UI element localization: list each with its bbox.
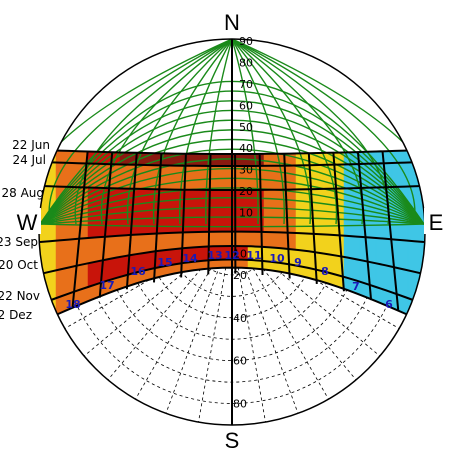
hour-line <box>207 153 212 275</box>
band-cell <box>39 297 57 323</box>
date-label: 22 Nov <box>0 289 40 303</box>
hour-label: 9 <box>294 256 302 269</box>
band-cell <box>71 237 89 268</box>
band-cell <box>375 237 393 268</box>
hour-label: 6 <box>385 298 393 311</box>
band-cell <box>215 153 233 167</box>
hour-line <box>283 153 291 279</box>
hour-label: 10 <box>269 252 285 265</box>
date-label: 24 Jul <box>12 153 46 167</box>
band-cell <box>151 232 169 253</box>
plot-area <box>39 39 425 425</box>
green-meridian <box>100 39 233 225</box>
hour-line <box>71 151 89 308</box>
band-cell <box>135 164 153 190</box>
date-label: 22 Jun <box>12 138 50 152</box>
lower-ring <box>60 231 404 404</box>
band-cell <box>263 231 281 249</box>
band-cell <box>71 150 89 164</box>
altitude-label: 60 <box>233 355 247 368</box>
hour-line <box>152 153 163 283</box>
band-cell <box>295 232 313 253</box>
hour-label: 13 <box>207 249 222 262</box>
west-bg <box>14 208 41 234</box>
band-cell <box>55 239 73 271</box>
green-meridian <box>231 39 425 225</box>
band-cell <box>183 165 201 191</box>
date-label: 22 Dez <box>0 308 32 322</box>
east-bg <box>424 208 448 234</box>
hour-label: 7 <box>352 280 360 293</box>
green-meridian <box>39 39 233 225</box>
altitude-label: 20 <box>233 269 247 282</box>
green-meridian <box>231 39 312 225</box>
altitude-label: 90 <box>239 35 253 48</box>
hour-line <box>98 152 114 298</box>
compass-south: S <box>225 428 240 453</box>
hour-label: 14 <box>182 252 198 265</box>
altitude-label: 80 <box>233 398 247 411</box>
date-label: 23 Sep <box>0 235 38 249</box>
hour-line <box>307 153 318 285</box>
altitude-label: 40 <box>233 312 247 325</box>
hour-label: 18 <box>65 298 80 311</box>
green-meridian <box>48 39 233 225</box>
altitude-label: 10 <box>239 207 253 220</box>
hour-label: 16 <box>130 265 146 278</box>
altitude-label: 70 <box>239 78 253 91</box>
band-cell <box>87 236 105 264</box>
band-cell <box>183 231 201 249</box>
band-cell <box>215 189 233 232</box>
hour-label: 15 <box>157 256 172 269</box>
band-cell <box>407 297 425 323</box>
lower-ring <box>102 231 362 361</box>
hour-label: 11 <box>246 249 261 262</box>
hour-line <box>381 151 400 310</box>
altitude-label: 50 <box>239 121 253 134</box>
band-cell <box>199 189 217 233</box>
green-meridian <box>231 39 416 225</box>
altitude-label: 80 <box>239 56 253 69</box>
green-meridian <box>179 39 233 225</box>
compass-east: E <box>429 210 444 235</box>
altitude-label: 10 <box>233 247 247 260</box>
band-cell <box>263 165 281 191</box>
altitude-label: 40 <box>239 142 253 155</box>
hour-line <box>180 153 187 278</box>
band-cell <box>215 231 233 247</box>
green-meridian <box>231 39 338 225</box>
green-meridian <box>231 39 259 225</box>
altitude-label: 30 <box>239 164 253 177</box>
hour-line <box>332 152 345 292</box>
green-meridian <box>231 39 285 225</box>
altitude-label: 20 <box>239 185 253 198</box>
hour-line <box>125 152 138 290</box>
green-meridian <box>205 39 233 225</box>
hour-label: 12 <box>224 249 239 262</box>
compass-north: N <box>224 10 240 35</box>
hour-line <box>356 151 373 301</box>
hour-label: 8 <box>321 265 329 278</box>
date-label: 20 Oct <box>0 258 38 272</box>
altitude-labels: 90 80 70 60 50 40 30 20 10 10 20 40 60 80 <box>233 35 253 411</box>
green-meridian <box>74 39 233 225</box>
green-meridian <box>126 39 233 225</box>
date-label: 28 Aug <box>1 186 44 200</box>
compass-west: W <box>17 210 38 235</box>
band-cell <box>343 187 361 238</box>
band-cell <box>311 164 329 190</box>
band-cell <box>407 149 425 163</box>
green-meridian <box>152 39 233 225</box>
hour-label: 17 <box>99 279 114 292</box>
hour-line <box>258 153 264 276</box>
altitude-label: 60 <box>239 99 253 112</box>
